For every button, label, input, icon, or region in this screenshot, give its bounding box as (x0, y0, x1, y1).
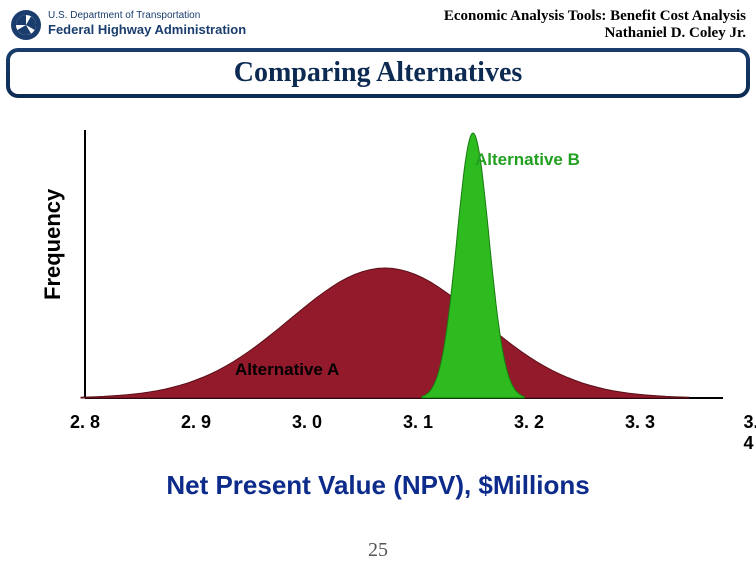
series-area (81, 268, 689, 398)
series-group (81, 133, 689, 398)
title-bar-inner: Comparing Alternatives (10, 52, 746, 94)
x-tick-label: 3. 3 (625, 412, 655, 433)
x-tick-label: 3. 0 (292, 412, 322, 433)
x-tick-label: 3. 2 (514, 412, 544, 433)
agency-text: U.S. Department of Transportation Federa… (48, 6, 258, 45)
x-axis-label: Net Present Value (NPV), $Millions (0, 470, 756, 501)
header-right: Economic Analysis Tools: Benefit Cost An… (444, 8, 746, 43)
header: U.S. Department of Transportation Federa… (0, 0, 756, 48)
chart-svg (55, 130, 723, 420)
density-chart: Alternative A Alternative B 2. 82. 93. 0… (55, 130, 723, 420)
title-bar-container: Comparing Alternatives (0, 48, 756, 98)
agency-logo-block: U.S. Department of Transportation Federa… (10, 6, 258, 45)
alternative-b-label: Alternative B (475, 150, 580, 170)
x-tick-label: 3. 1 (403, 412, 433, 433)
x-tick-label: 2. 9 (181, 412, 211, 433)
slide-title: Comparing Alternatives (234, 57, 523, 89)
dept-line1: U.S. Department of Transportation (48, 10, 200, 21)
x-tick-label: 3. 4 (743, 412, 756, 454)
x-tick-label: 2. 8 (70, 412, 100, 433)
page-number: 25 (0, 539, 756, 562)
header-right-line2: Nathaniel D. Coley Jr. (444, 25, 746, 42)
alternative-a-label: Alternative A (235, 360, 339, 380)
dept-line2: Federal Highway Administration (48, 22, 246, 37)
title-bar: Comparing Alternatives (6, 48, 750, 98)
dot-logo-icon (10, 9, 42, 41)
header-right-line1: Economic Analysis Tools: Benefit Cost An… (444, 8, 746, 25)
